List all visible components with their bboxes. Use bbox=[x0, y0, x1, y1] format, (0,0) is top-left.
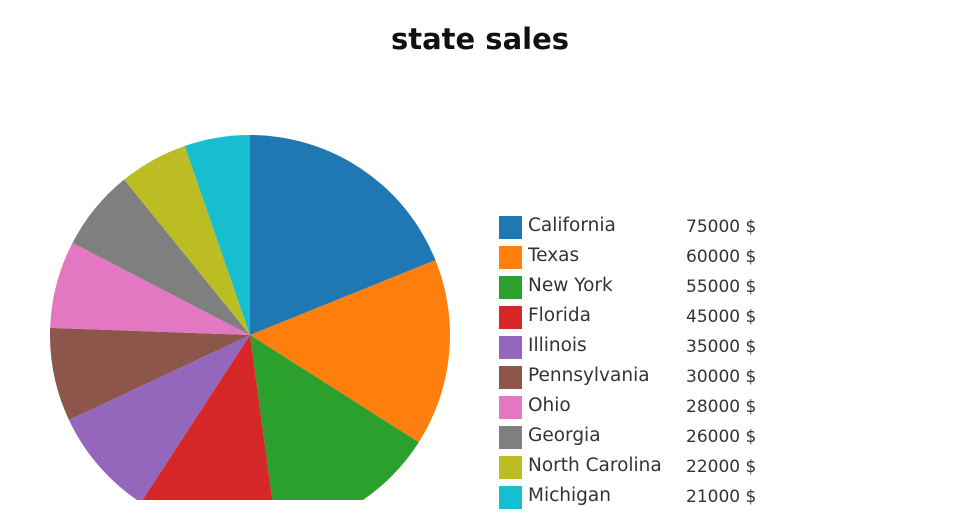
legend-item-texas[interactable]: Texas 60000 $ bbox=[499, 243, 779, 273]
legend-value: 21000 $ bbox=[686, 487, 757, 507]
legend-swatch bbox=[499, 216, 522, 239]
legend-label: Illinois bbox=[528, 335, 587, 356]
pie-chart bbox=[49, 135, 450, 500]
pie-slice-new-york[interactable] bbox=[250, 335, 419, 500]
legend-value: 60000 $ bbox=[686, 247, 757, 267]
pie-slice-michigan[interactable] bbox=[184, 135, 250, 335]
legend-item-georgia[interactable]: Georgia 26000 $ bbox=[499, 423, 779, 453]
legend-value: 75000 $ bbox=[686, 217, 757, 237]
legend-swatch bbox=[499, 246, 522, 269]
pie-slice-georgia[interactable] bbox=[72, 179, 250, 335]
legend-value: 28000 $ bbox=[686, 397, 757, 417]
legend-swatch bbox=[499, 426, 522, 449]
pie-slice-california[interactable] bbox=[250, 135, 436, 335]
legend-label: California bbox=[528, 215, 616, 236]
legend-swatch bbox=[499, 456, 522, 479]
legend-label: New York bbox=[528, 275, 613, 296]
legend-value: 30000 $ bbox=[686, 367, 757, 387]
legend-item-michigan[interactable]: Michigan 21000 $ bbox=[499, 483, 779, 513]
pie-slice-illinois[interactable] bbox=[68, 335, 250, 500]
legend-label: Georgia bbox=[528, 425, 601, 446]
legend-item-california[interactable]: California 75000 $ bbox=[499, 213, 779, 243]
legend-item-ohio[interactable]: Ohio 28000 $ bbox=[499, 393, 779, 423]
legend-label: Pennsylvania bbox=[528, 365, 650, 386]
chart-legend: California 75000 $ Texas 60000 $ New York 550… bbox=[499, 213, 779, 513]
legend-swatch bbox=[499, 306, 522, 329]
legend-item-florida[interactable]: Florida 45000 $ bbox=[499, 303, 779, 333]
pie-slice-ohio[interactable] bbox=[50, 242, 250, 335]
legend-label: Texas bbox=[528, 245, 580, 266]
legend-label: Florida bbox=[528, 305, 591, 326]
pie-slice-pennsylvania[interactable] bbox=[49, 327, 250, 421]
legend-item-pennsylvania[interactable]: Pennsylvania 30000 $ bbox=[499, 363, 779, 393]
legend-swatch bbox=[499, 486, 522, 509]
legend-swatch bbox=[499, 396, 522, 419]
legend-value: 26000 $ bbox=[686, 427, 757, 447]
legend-swatch bbox=[499, 336, 522, 359]
legend-item-new-york[interactable]: New York 55000 $ bbox=[499, 273, 779, 303]
legend-label: Michigan bbox=[528, 485, 611, 506]
legend-swatch bbox=[499, 366, 522, 389]
legend-value: 35000 $ bbox=[686, 337, 757, 357]
legend-value: 22000 $ bbox=[686, 457, 757, 477]
legend-label: North Carolina bbox=[528, 455, 662, 476]
chart-title: state sales bbox=[390, 22, 570, 56]
legend-value: 45000 $ bbox=[686, 307, 757, 327]
legend-swatch bbox=[499, 276, 522, 299]
pie-slice-texas[interactable] bbox=[250, 260, 450, 443]
legend-item-north-carolina[interactable]: North Carolina 22000 $ bbox=[499, 453, 779, 483]
legend-label: Ohio bbox=[528, 395, 571, 416]
pie-slice-north-carolina[interactable] bbox=[124, 145, 250, 335]
legend-item-illinois[interactable]: Illinois 35000 $ bbox=[499, 333, 779, 363]
pie-slice-florida[interactable] bbox=[141, 335, 277, 500]
legend-value: 55000 $ bbox=[686, 277, 757, 297]
